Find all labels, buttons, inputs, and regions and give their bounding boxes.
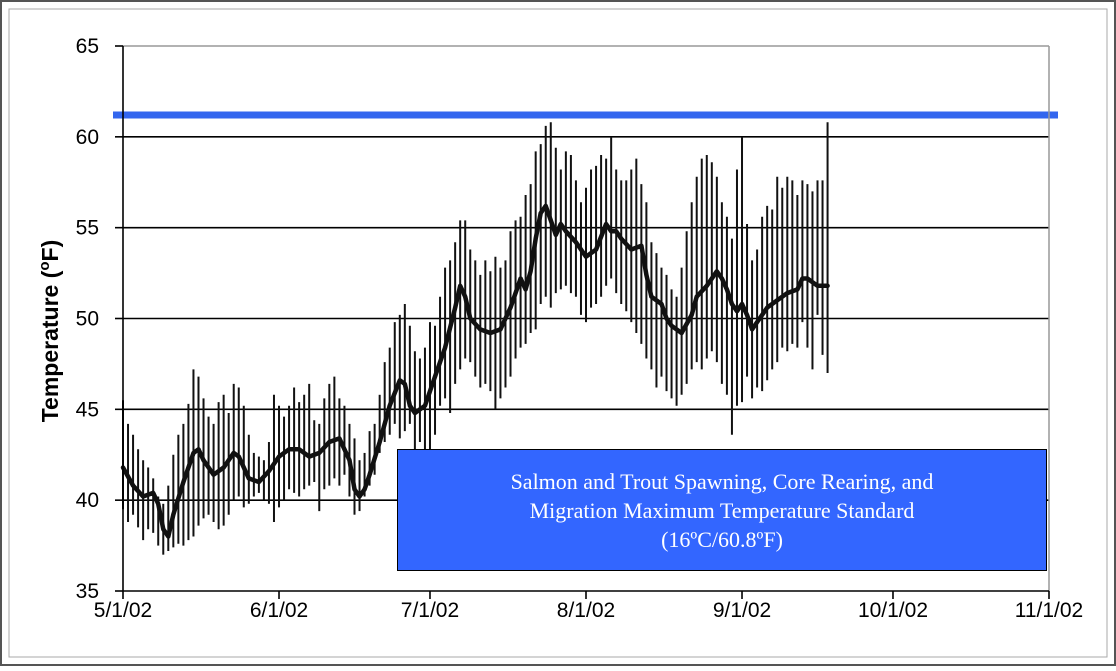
- x-tick-label: 10/1/02: [858, 599, 928, 622]
- y-tick-label: 55: [76, 217, 99, 240]
- y-tick-label: 60: [76, 126, 99, 149]
- annotation-line-1: Salmon and Trout Spawning, Core Rearing,…: [510, 468, 934, 494]
- standard-annotation-box: Salmon and Trout Spawning, Core Rearing,…: [397, 449, 1047, 571]
- average-line: [120, 203, 830, 539]
- y-tick-label: 50: [76, 308, 99, 331]
- annotation-line-2: Migration Maximum Temperature Standard: [529, 497, 915, 523]
- x-tick-label: 11/1/02: [1015, 599, 1084, 622]
- x-tick-labels: 5/1/02 6/1/02 7/1/02 8/1/02 9/1/02 10/1/02 11/…: [94, 591, 1083, 622]
- average-series: [120, 203, 830, 539]
- y-tick-label: 45: [76, 398, 99, 421]
- y-tick-labels: 35 40 45 50 55 60 65: [76, 35, 123, 603]
- y-tick-label: 35: [76, 580, 99, 603]
- y-tick-label: 40: [76, 489, 99, 512]
- annotation-line-3: (16ºC/60.8ºF): [661, 526, 783, 552]
- x-tick-label: 7/1/02: [401, 599, 459, 622]
- x-tick-label: 6/1/02: [250, 599, 308, 622]
- x-tick-label: 9/1/02: [713, 599, 771, 622]
- x-tick-label: 8/1/02: [557, 599, 615, 622]
- y-axis-title: Temperature (oF): [36, 240, 63, 423]
- x-tick-label: 5/1/02: [94, 599, 152, 622]
- daily-range-series: [122, 122, 829, 555]
- y-tick-label: 65: [76, 35, 99, 58]
